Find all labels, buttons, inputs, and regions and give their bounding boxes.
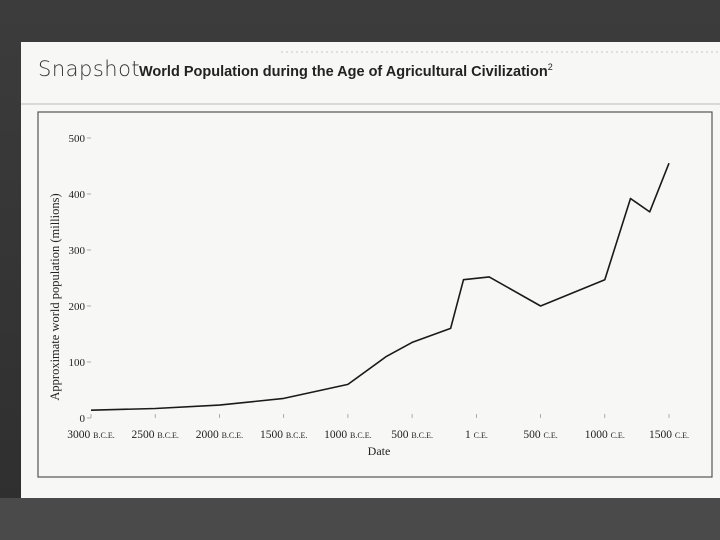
slide-bottom-band	[0, 498, 720, 540]
series-layer	[90, 162, 670, 411]
y-tick-label: 200	[69, 301, 86, 313]
x-tick-label: 500 C.E.	[523, 429, 557, 441]
x-tick-label: 1500 B.C.E.	[260, 429, 307, 441]
snapshot-logo: Snapshot	[38, 57, 141, 81]
y-tick-label: 100	[69, 357, 86, 369]
x-axis-ticks: 3000 B.C.E. 2500 B.C.E. 2000 B.C.E. 1500 B.…	[67, 414, 689, 441]
x-tick-label: 1 C.E.	[465, 429, 488, 441]
y-tick-label: 300	[69, 245, 86, 257]
x-tick-label: 1500 C.E.	[649, 429, 689, 441]
chart-title-text: World Population during the Age of Agric…	[139, 63, 548, 80]
x-tick-label: 1000 B.C.E.	[324, 429, 371, 441]
x-tick-label: 2000 B.C.E.	[196, 429, 243, 441]
y-tick-label: 500	[69, 133, 86, 145]
y-tick-label: 0	[80, 413, 86, 425]
chart-title: World Population during the Age of Agric…	[139, 62, 553, 80]
population-series-line	[90, 162, 670, 411]
x-tick-label: 500 B.C.E.	[391, 429, 433, 441]
population-line-chart: Approximate world population (millions) …	[37, 111, 713, 478]
y-axis-ticks: 0 100 200 300 400 500	[69, 133, 91, 425]
y-tick-label: 400	[69, 189, 86, 201]
x-tick-label: 3000 B.C.E.	[67, 429, 114, 441]
x-tick-label: 1000 C.E.	[585, 429, 625, 441]
y-axis-label: Approximate world population (millions)	[48, 193, 62, 400]
title-note-mark: 2	[547, 62, 553, 72]
slide-page: Snapshot World Population during the Age…	[21, 42, 720, 498]
plot-frame	[37, 111, 713, 478]
scan-texture	[21, 51, 720, 105]
x-axis-label: Date	[368, 444, 391, 458]
x-tick-label: 2500 B.C.E.	[132, 429, 179, 441]
